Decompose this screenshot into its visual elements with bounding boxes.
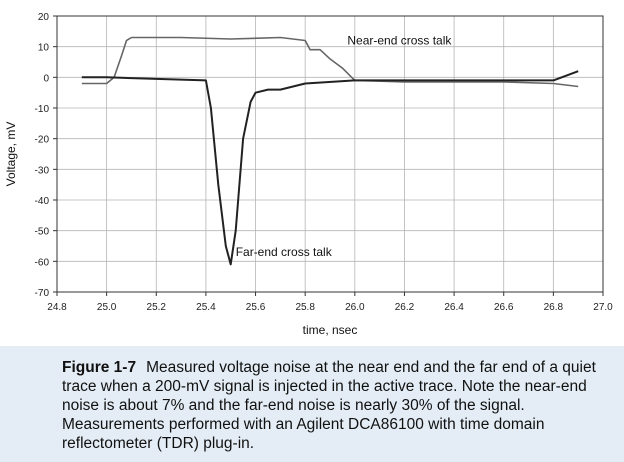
x-tick-label: 25.0 bbox=[97, 302, 117, 313]
annotations: Near-end cross talk Far-end cross talk bbox=[236, 34, 453, 260]
plot-area bbox=[56, 15, 604, 293]
x-tick-label: 26.6 bbox=[494, 302, 514, 313]
line-chart: 24.8 25.0 25.2 25.4 25.6 25.8 26.0 26.2 26.4 26.6… bbox=[4, 12, 613, 337]
x-axis-title: time, nsec bbox=[303, 323, 358, 337]
y-tick-label: -10 bbox=[35, 104, 50, 115]
x-tick-label: 27.0 bbox=[593, 302, 613, 313]
y-tick-label: -40 bbox=[35, 196, 50, 207]
x-tick-label: 25.4 bbox=[196, 302, 216, 313]
y-tick-label: -50 bbox=[35, 227, 50, 238]
x-axis: 24.8 25.0 25.2 25.4 25.6 25.8 26.0 26.2 26.4 26.6… bbox=[47, 292, 613, 313]
x-tick-label: 24.8 bbox=[47, 302, 67, 313]
y-tick-label: -20 bbox=[35, 135, 50, 146]
x-tick-label: 25.6 bbox=[246, 302, 266, 313]
figure-caption: Figure 1-7 Measured voltage noise at the … bbox=[62, 358, 610, 453]
x-tick-label: 25.8 bbox=[295, 302, 315, 313]
far-end-series-line bbox=[81, 70, 579, 266]
x-tick-label: 25.2 bbox=[147, 302, 167, 313]
y-axis: 20 10 0 -10 -20 -30 -40 -50 -60 -70 bbox=[35, 12, 57, 299]
near-end-series-line bbox=[81, 36, 579, 88]
y-tick-label: 0 bbox=[43, 73, 49, 84]
y-tick-label: -30 bbox=[35, 165, 50, 176]
x-tick-label: 26.2 bbox=[395, 302, 415, 313]
x-tick-label: 26.4 bbox=[444, 302, 464, 313]
x-tick-label: 26.8 bbox=[544, 302, 564, 313]
annotation-label: Far-end cross talk bbox=[236, 245, 333, 259]
y-tick-label: 20 bbox=[38, 12, 50, 23]
y-tick-label: -60 bbox=[35, 257, 50, 268]
figure-label: Figure 1-7 bbox=[62, 359, 137, 376]
y-tick-label: 10 bbox=[38, 43, 50, 54]
y-tick-label: -70 bbox=[35, 288, 50, 299]
annotation-label: Near-end cross talk bbox=[347, 34, 452, 48]
caption-background bbox=[0, 346, 624, 462]
caption-text: Measured voltage noise at the near end a… bbox=[62, 359, 596, 452]
x-tick-label: 26.0 bbox=[345, 302, 365, 313]
y-axis-title: Voltage, mV bbox=[4, 122, 18, 187]
series-layer bbox=[81, 36, 579, 266]
